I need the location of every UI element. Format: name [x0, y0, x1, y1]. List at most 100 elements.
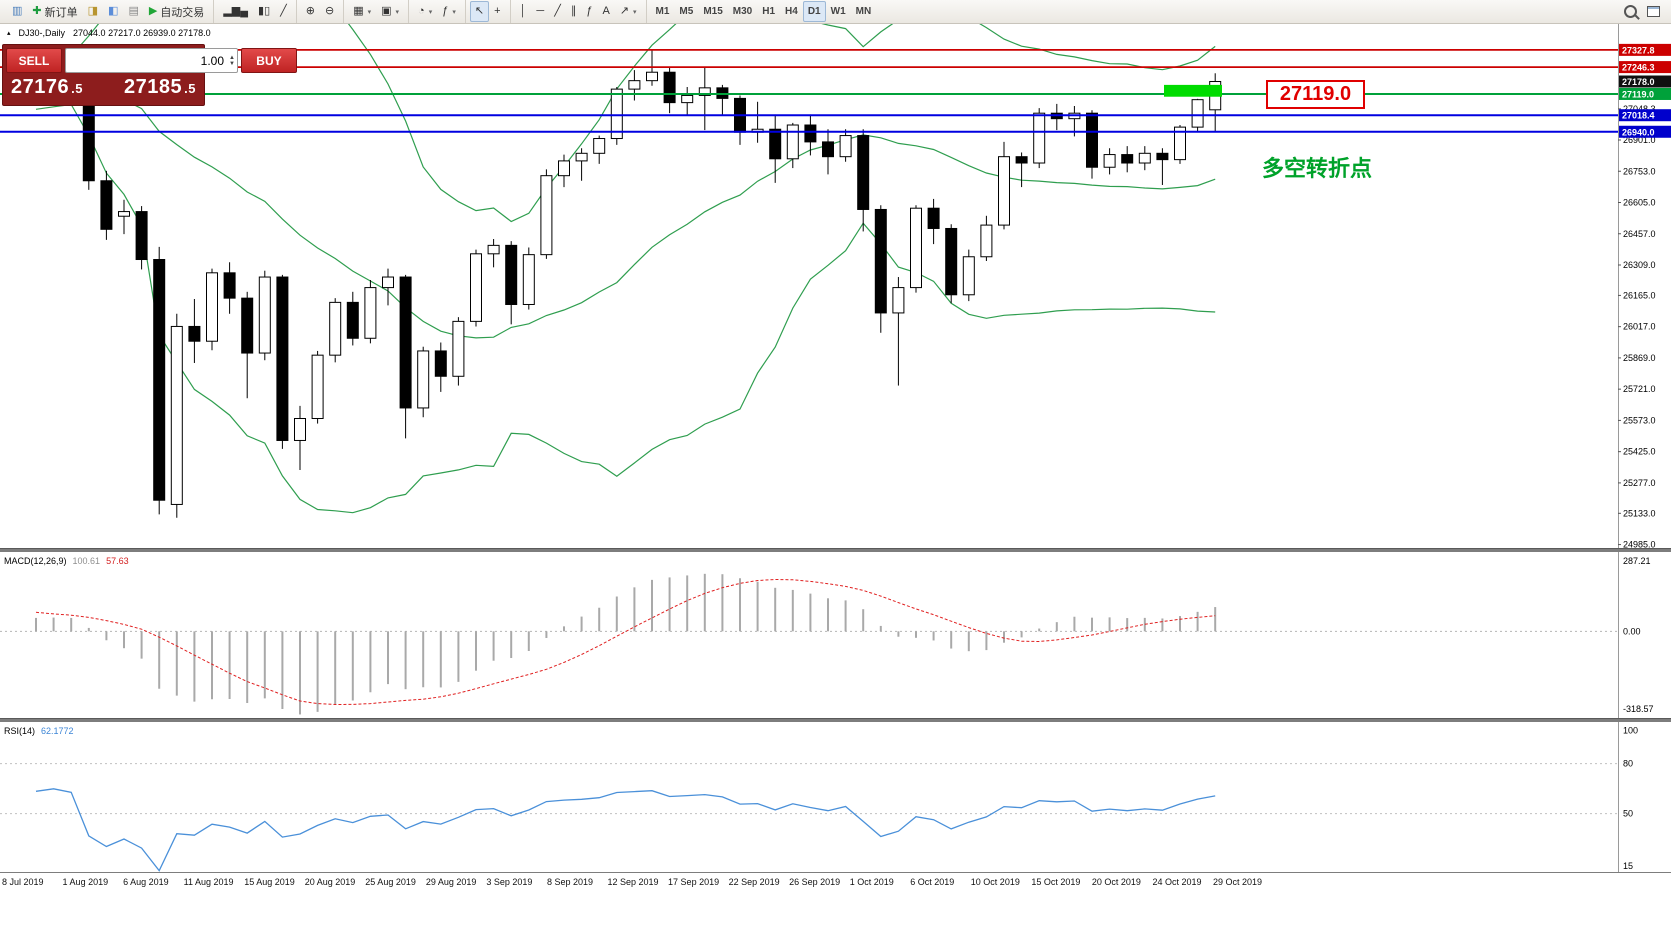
date-label: 6 Oct 2019: [910, 877, 955, 887]
layout-icon[interactable]: [1647, 6, 1660, 17]
channel-icon[interactable]: ∥: [566, 1, 582, 22]
volume-input[interactable]: [66, 53, 227, 68]
bar-chart-icon[interactable]: ▂▆▄: [218, 1, 253, 22]
candle: [998, 156, 1010, 226]
svg-text:100: 100: [1623, 725, 1638, 735]
text-icon[interactable]: A: [597, 1, 614, 22]
timeframe-mn[interactable]: MN: [855, 6, 872, 17]
macd-name: MACD(12,26,9): [4, 556, 67, 566]
fibonacci-icon[interactable]: ƒ: [581, 1, 597, 22]
tile-windows-icon[interactable]: ▦ ▾: [348, 1, 376, 22]
indicators-icon[interactable]: ƒ ▾: [437, 1, 461, 22]
arrows-icon[interactable]: ↗ ▾: [615, 1, 642, 22]
candle: [417, 350, 430, 409]
terminal-icon[interactable]: ▤: [123, 1, 143, 22]
line-chart-icon[interactable]: ╱: [275, 1, 292, 22]
candle: [1191, 99, 1204, 128]
rsi-name: RSI(14): [4, 726, 36, 736]
buy-button[interactable]: BUY: [240, 48, 297, 73]
price-callout[interactable]: 27119.0: [1266, 80, 1365, 109]
arrows-icon: ↗: [619, 5, 629, 17]
candle: [874, 208, 887, 314]
zoom-out-icon: ⊖: [324, 5, 335, 17]
volume-up-icon[interactable]: ▲: [229, 54, 235, 61]
rsi-panel[interactable]: 100 80 50 15: [0, 722, 1671, 872]
charts-icon[interactable]: ◨: [83, 1, 103, 22]
sell-button[interactable]: SELL: [6, 48, 62, 73]
buy-price: 27185.5: [124, 76, 196, 98]
candle: [610, 88, 623, 140]
dropdown-caret-icon[interactable]: ▾: [452, 8, 456, 16]
candle: [1086, 112, 1098, 168]
price-chart[interactable]: 27048.3 26901.0 26753.0 26605.0 26457.0 26309…: [0, 24, 1671, 548]
timeframe-m30[interactable]: M30: [732, 6, 753, 17]
svg-text:0.00: 0.00: [1623, 626, 1641, 636]
candlestick-icon[interactable]: ▮▯: [253, 1, 275, 22]
svg-text:26165.0: 26165.0: [1623, 290, 1656, 300]
date-label: 6 Aug 2019: [123, 877, 169, 887]
one-click-trading-panel: SELL ▲ ▼ BUY 27176.5 27185.5: [2, 44, 297, 106]
candle: [452, 320, 465, 377]
candle: [470, 253, 482, 322]
cascade-windows-icon[interactable]: ▣ ▾: [376, 1, 404, 22]
horizontal-line-icon[interactable]: ─: [531, 1, 549, 22]
toolbar-group: ▦ ▾ ▣ ▾: [343, 0, 408, 23]
date-label: 17 Sep 2019: [668, 877, 720, 887]
dropdown-caret-icon[interactable]: ▾: [367, 8, 372, 16]
macd-panel[interactable]: 287.21 0.00 -318.57: [0, 552, 1671, 718]
chart-symbol-overlay: ▴ DJ30-,Daily 27044.0 27217.0 26939.0 27…: [7, 28, 211, 38]
new-chart-icon: ▥: [12, 5, 23, 17]
svg-text:26605.0: 26605.0: [1623, 198, 1656, 208]
navigator-icon[interactable]: ◧: [103, 1, 123, 22]
svg-text:25133.0: 25133.0: [1623, 508, 1656, 518]
auto-trading-button[interactable]: ▶ 自动交易: [144, 1, 209, 22]
vertical-line-icon[interactable]: │: [515, 1, 532, 22]
dropdown-caret-icon[interactable]: ▾: [633, 8, 637, 16]
timeframe-m15[interactable]: M15: [703, 6, 723, 17]
timeframe-group: M1 M5 M15 M30 H1 H4 D1 W1 MN: [645, 0, 881, 23]
ohlc-readout: 27044.0 27217.0 26939.0 27178.0: [73, 28, 211, 38]
new-order-button[interactable]: ✚ 新订单: [27, 1, 82, 22]
search-icon[interactable]: [1624, 5, 1637, 18]
symbol-label: DJ30-,Daily: [18, 28, 66, 38]
candlestick-icon: ▮▯: [258, 5, 271, 17]
timeframe-h1[interactable]: H1: [762, 6, 776, 17]
timeframe-d1[interactable]: D1: [802, 1, 826, 22]
crosshair-icon[interactable]: +: [489, 1, 505, 22]
toolbar-group: ↖ +: [464, 0, 510, 23]
dropdown-caret-icon[interactable]: ▾: [395, 8, 400, 16]
panel-separator[interactable]: [0, 548, 1671, 552]
new-chart-icon[interactable]: ▥: [7, 1, 27, 22]
collapse-icon[interactable]: ▴: [7, 30, 11, 37]
timeframe-m1[interactable]: M1: [655, 6, 670, 17]
price-tag: [1619, 87, 1671, 100]
candle: [945, 227, 958, 296]
panel-separator[interactable]: [0, 718, 1671, 722]
candle: [1156, 152, 1169, 161]
cursor-icon[interactable]: ↖: [469, 1, 490, 22]
svg-text:25869.0: 25869.0: [1623, 353, 1656, 363]
date-label: 29 Aug 2019: [425, 877, 477, 887]
crosshair-icon: +: [494, 5, 501, 17]
zoom-in-icon[interactable]: ⊕: [301, 1, 320, 22]
trendline-icon[interactable]: ╱: [549, 1, 566, 22]
candle: [1103, 154, 1116, 168]
candle: [910, 207, 922, 289]
candle: [170, 325, 183, 505]
annotation-text[interactable]: 多空转折点: [1262, 156, 1373, 181]
candle: [1174, 126, 1186, 161]
dropdown-caret-icon[interactable]: ▾: [428, 8, 433, 16]
toolbar-group: ◔ ▾ ƒ ▾: [408, 0, 465, 23]
volume-down-icon[interactable]: ▼: [229, 60, 235, 67]
timeframe-m5[interactable]: M5: [679, 6, 694, 17]
price-tag: [1619, 43, 1671, 56]
candle: [100, 180, 113, 230]
timeframe-w1[interactable]: W1: [830, 6, 846, 17]
scheduler-icon[interactable]: ◔ ▾: [413, 1, 437, 22]
highlight-zone[interactable]: [1164, 84, 1222, 97]
timeframe-h4[interactable]: H4: [785, 6, 798, 17]
zoom-out-icon[interactable]: ⊖: [320, 1, 339, 22]
toolbar-group: ▂▆▄ ▮▯ ╱: [213, 0, 295, 23]
svg-text:26753.0: 26753.0: [1623, 166, 1656, 176]
time-axis[interactable]: 8 Jul 2019 1 Aug 2019 6 Aug 2019 11 Aug 201…: [0, 872, 1671, 893]
